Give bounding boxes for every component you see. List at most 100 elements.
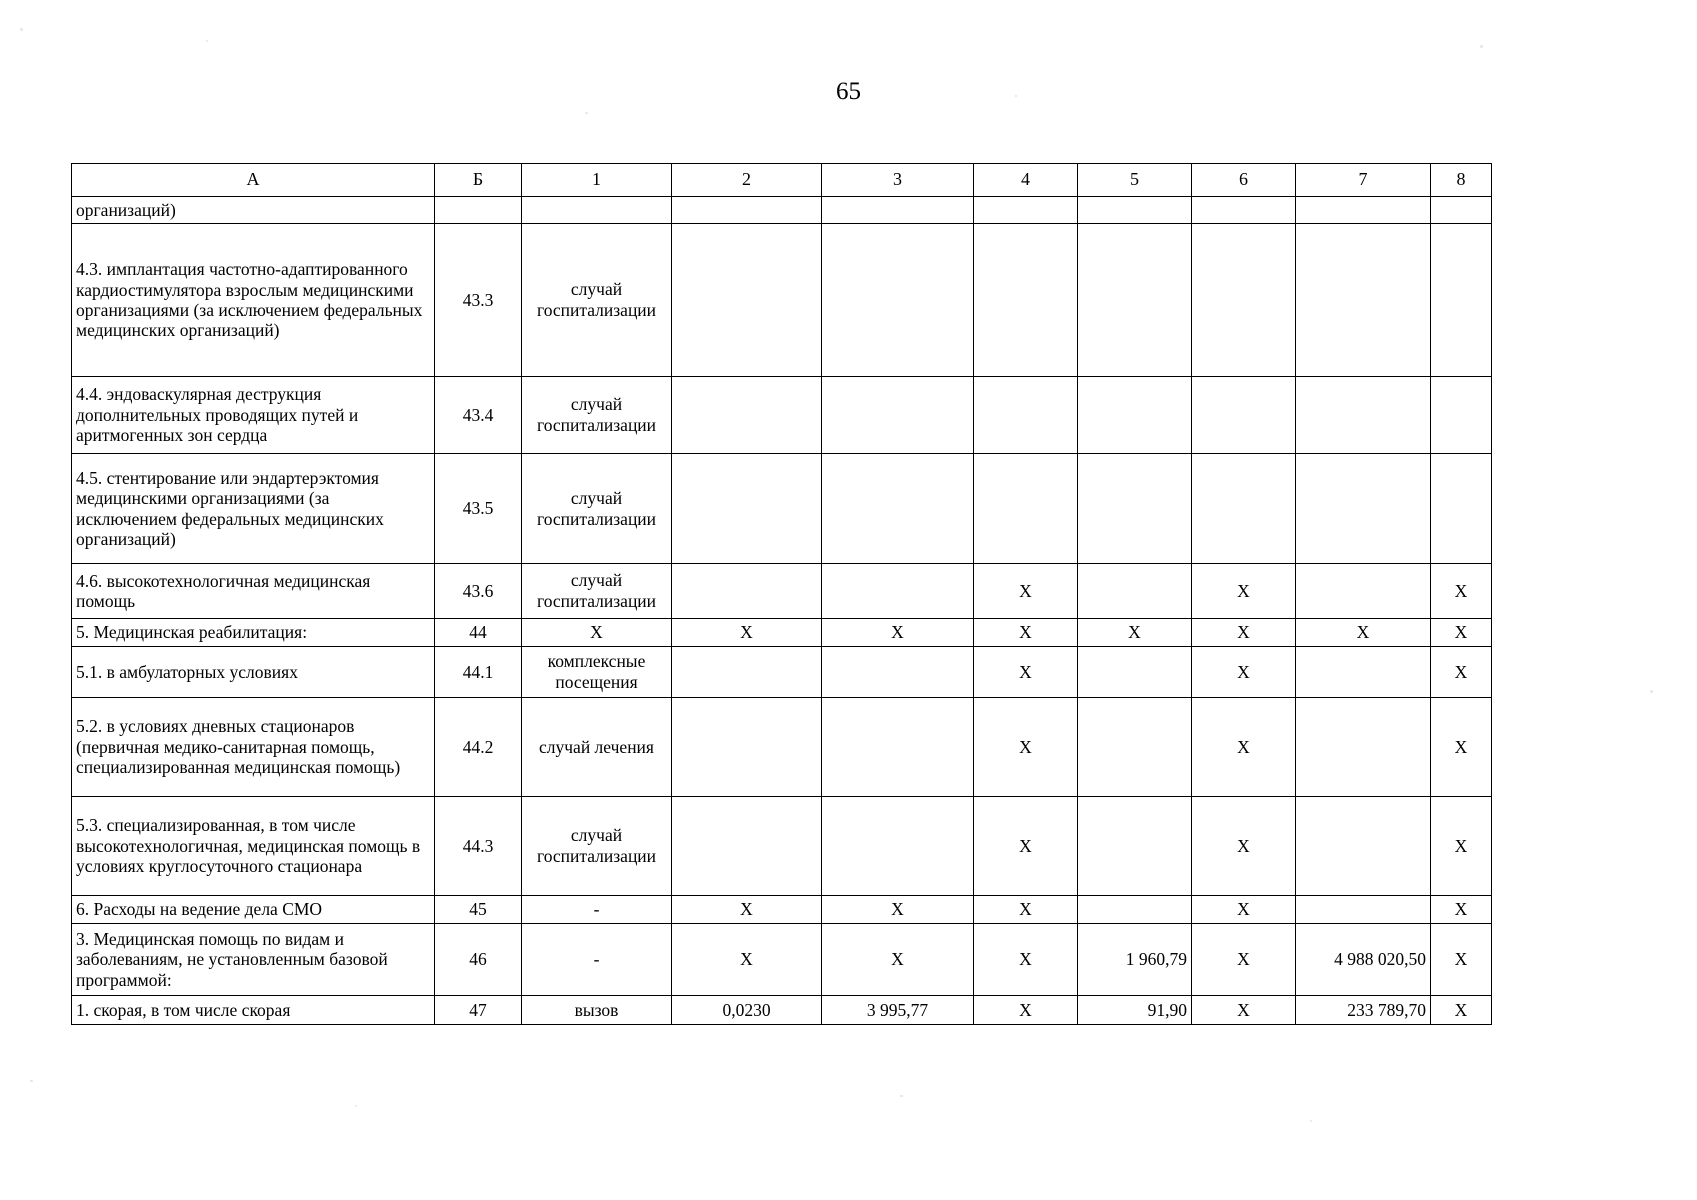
cell-col6 bbox=[1191, 196, 1296, 224]
row-label: 6. Расходы на ведение дела СМО bbox=[71, 895, 435, 924]
row-label: 4.6. высокотехнологичная медицинская пом… bbox=[71, 563, 435, 619]
scan-speck bbox=[30, 1080, 33, 1082]
cell-col7 bbox=[1295, 196, 1431, 224]
cell-col3: X bbox=[821, 895, 974, 924]
cell-col7 bbox=[1295, 697, 1431, 797]
cell-col7 bbox=[1295, 223, 1431, 377]
row-label: 4.3. имплантация частотно-адаптированног… bbox=[71, 223, 435, 377]
scan-speck bbox=[900, 1095, 903, 1097]
cell-col4 bbox=[973, 196, 1078, 224]
row-code: 46 bbox=[434, 923, 522, 996]
cell-col7 bbox=[1295, 646, 1431, 698]
cell-col7 bbox=[1295, 376, 1431, 454]
cell-col8: X bbox=[1430, 995, 1492, 1025]
table-row: 1. скорая, в том числе скорая 47 вызов 0… bbox=[71, 995, 1492, 1025]
cell-col5: 91,90 bbox=[1077, 995, 1192, 1025]
column-header-2: 2 bbox=[671, 163, 822, 197]
column-header-4: 4 bbox=[973, 163, 1078, 197]
cell-col5: X bbox=[1077, 618, 1192, 647]
cell-unit: случай госпитализации bbox=[521, 563, 672, 619]
column-header-1: 1 bbox=[521, 163, 672, 197]
cell-col8: X bbox=[1430, 923, 1492, 996]
column-header-8: 8 bbox=[1430, 163, 1492, 197]
cell-col4 bbox=[973, 453, 1078, 564]
table-row: 4.5. стентирование или эндартерэктомия м… bbox=[71, 453, 1492, 564]
cell-col2 bbox=[671, 646, 822, 698]
row-label: 5.3. специализированная, в том числе выс… bbox=[71, 796, 435, 896]
row-code: 44.2 bbox=[434, 697, 522, 797]
cell-unit: - bbox=[521, 923, 672, 996]
cell-col2 bbox=[671, 376, 822, 454]
cell-col5: 1 960,79 bbox=[1077, 923, 1192, 996]
cell-col3: 3 995,77 bbox=[821, 995, 974, 1025]
scan-speck bbox=[1015, 95, 1017, 97]
row-code bbox=[434, 196, 522, 224]
cell-col8: X bbox=[1430, 796, 1492, 896]
cell-col8: X bbox=[1430, 646, 1492, 698]
cell-col4 bbox=[973, 376, 1078, 454]
table-row: 5.3. специализированная, в том числе выс… bbox=[71, 796, 1492, 896]
table-container: А Б 1 2 3 4 5 6 7 8 организаций) bbox=[71, 163, 1492, 1025]
scan-speck bbox=[355, 1105, 357, 1107]
cell-col2 bbox=[671, 223, 822, 377]
cell-col4: X bbox=[973, 563, 1078, 619]
row-code: 43.5 bbox=[434, 453, 522, 564]
cell-col3 bbox=[821, 376, 974, 454]
cell-col5 bbox=[1077, 453, 1192, 564]
scan-speck bbox=[1310, 1120, 1312, 1122]
cell-col5 bbox=[1077, 895, 1192, 924]
cell-col3 bbox=[821, 453, 974, 564]
cell-unit: случай госпитализации bbox=[521, 376, 672, 454]
cell-col6: X bbox=[1191, 923, 1296, 996]
row-label: 4.5. стентирование или эндартерэктомия м… bbox=[71, 453, 435, 564]
cell-unit: X bbox=[521, 618, 672, 647]
column-header-6: 6 bbox=[1191, 163, 1296, 197]
cell-col4 bbox=[973, 223, 1078, 377]
cell-col6: X bbox=[1191, 697, 1296, 797]
cell-col5 bbox=[1077, 196, 1192, 224]
table-header-row: А Б 1 2 3 4 5 6 7 8 bbox=[71, 163, 1492, 197]
cell-col2: 0,0230 bbox=[671, 995, 822, 1025]
table-row: 3. Медицинская помощь по видам и заболев… bbox=[71, 923, 1492, 996]
cell-col7 bbox=[1295, 563, 1431, 619]
cell-col3 bbox=[821, 563, 974, 619]
row-code: 43.6 bbox=[434, 563, 522, 619]
row-code: 47 bbox=[434, 995, 522, 1025]
table-row: 4.6. высокотехнологичная медицинская пом… bbox=[71, 563, 1492, 619]
cell-col4: X bbox=[973, 923, 1078, 996]
cell-col6: X bbox=[1191, 895, 1296, 924]
cell-col3: X bbox=[821, 923, 974, 996]
cell-col6 bbox=[1191, 376, 1296, 454]
column-header-7: 7 bbox=[1295, 163, 1431, 197]
cell-col6 bbox=[1191, 453, 1296, 564]
cell-col4: X bbox=[973, 796, 1078, 896]
column-header-a: А bbox=[71, 163, 435, 197]
row-code: 44.1 bbox=[434, 646, 522, 698]
cell-col7 bbox=[1295, 895, 1431, 924]
row-label: 5.2. в условиях дневных стационаров (пер… bbox=[71, 697, 435, 797]
cell-unit: комплексные посещения bbox=[521, 646, 672, 698]
data-table: А Б 1 2 3 4 5 6 7 8 организаций) bbox=[71, 163, 1492, 1025]
cell-col7 bbox=[1295, 796, 1431, 896]
cell-col2 bbox=[671, 453, 822, 564]
row-label: организаций) bbox=[71, 196, 435, 224]
cell-col4: X bbox=[973, 895, 1078, 924]
column-header-5: 5 bbox=[1077, 163, 1192, 197]
cell-col5 bbox=[1077, 646, 1192, 698]
cell-unit: вызов bbox=[521, 995, 672, 1025]
cell-col5 bbox=[1077, 223, 1192, 377]
row-label: 3. Медицинская помощь по видам и заболев… bbox=[71, 923, 435, 996]
cell-col3: X bbox=[821, 618, 974, 647]
cell-col8: X bbox=[1430, 618, 1492, 647]
scan-speck bbox=[20, 28, 23, 31]
cell-col3 bbox=[821, 796, 974, 896]
cell-col3 bbox=[821, 646, 974, 698]
cell-unit: - bbox=[521, 895, 672, 924]
table-row: 5. Медицинская реабилитация: 44 X X X X … bbox=[71, 618, 1492, 647]
cell-col2: X bbox=[671, 618, 822, 647]
cell-unit: случай госпитализации bbox=[521, 796, 672, 896]
cell-col2: X bbox=[671, 895, 822, 924]
cell-col8 bbox=[1430, 376, 1492, 454]
scan-speck bbox=[1480, 45, 1483, 48]
cell-col6 bbox=[1191, 223, 1296, 377]
